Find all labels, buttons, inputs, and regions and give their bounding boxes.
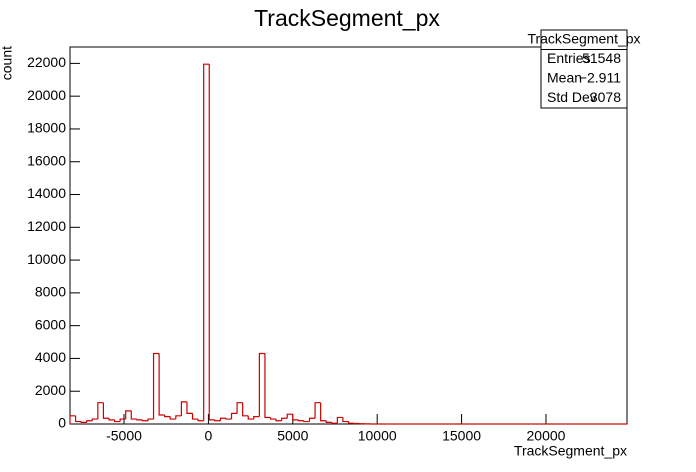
bin [247,415,254,420]
bin [230,412,238,420]
frame [69,46,628,425]
bin [292,414,299,421]
bin [236,402,243,414]
bin [152,352,160,420]
bin [303,420,310,423]
bin [180,401,187,416]
bin [141,419,148,422]
bin [264,353,271,419]
stats-key: Mean [547,69,582,85]
bin [269,417,277,420]
y-tick-label: 12000 [27,218,66,234]
stats-value: 51548 [582,50,621,66]
bin [225,418,232,420]
y-tick-label: 10000 [27,251,66,267]
y-tick-label: 16000 [27,152,66,168]
bin [147,418,154,421]
stats-value: −2.911 [579,69,621,85]
x-tick-label: 5000 [277,428,308,444]
stats-title: TrackSegment_px [527,30,640,46]
bin [297,419,304,422]
y-tick-label: 2000 [35,382,66,398]
bin [342,417,349,423]
y-tick-label: 0 [58,415,66,431]
x-tick-label: 10000 [358,428,397,444]
bin [242,402,249,417]
bin [130,410,137,420]
bin [203,63,210,421]
y-tick-label: 14000 [27,185,66,201]
bin [197,419,204,422]
stats-value: 3078 [590,89,621,105]
y-tick-label: 18000 [27,120,66,136]
bin [169,416,176,420]
x-tick-label: 0 [205,428,213,444]
bin [69,415,76,424]
x-tick-label: 15000 [442,428,481,444]
bin [108,418,115,421]
stats-box [540,29,628,109]
bin [214,419,221,422]
bin [253,416,260,420]
y-tick-label: 20000 [27,87,66,103]
bin [86,420,93,423]
bin [136,419,143,421]
bin [97,402,104,420]
bin [286,413,293,419]
y-tick-label: 8000 [35,284,66,300]
bin [331,422,338,424]
bin [191,413,199,420]
bin [208,64,215,421]
bin [219,417,226,421]
y-tick-label: 4000 [35,349,66,365]
chart-title: TrackSegment_px [254,5,440,31]
bin [125,410,132,420]
stats-key: Entries [547,50,591,66]
bin [80,421,87,423]
bin [186,401,193,414]
bin [325,420,332,423]
bin [258,352,265,417]
bin [158,353,165,416]
bin [320,402,327,422]
bin [102,402,109,419]
bin [175,415,182,420]
bin [113,419,121,423]
bin [314,402,321,419]
bin [275,419,282,422]
bin [74,415,82,423]
x-axis-label: TrackSegment_px [514,443,627,459]
y-tick-label: 6000 [35,316,66,332]
bin [347,421,355,424]
bin [164,414,171,418]
x-tick-label: 20000 [527,428,566,444]
bin [91,418,98,421]
y-axis-label: count [0,46,15,80]
x-tick-label: -5000 [106,428,142,444]
y-tick-label: 22000 [27,54,66,70]
stats-key: Std Dev [547,89,597,105]
bin [336,416,343,424]
bin [308,417,316,422]
bin [119,418,126,422]
bin [281,417,288,421]
